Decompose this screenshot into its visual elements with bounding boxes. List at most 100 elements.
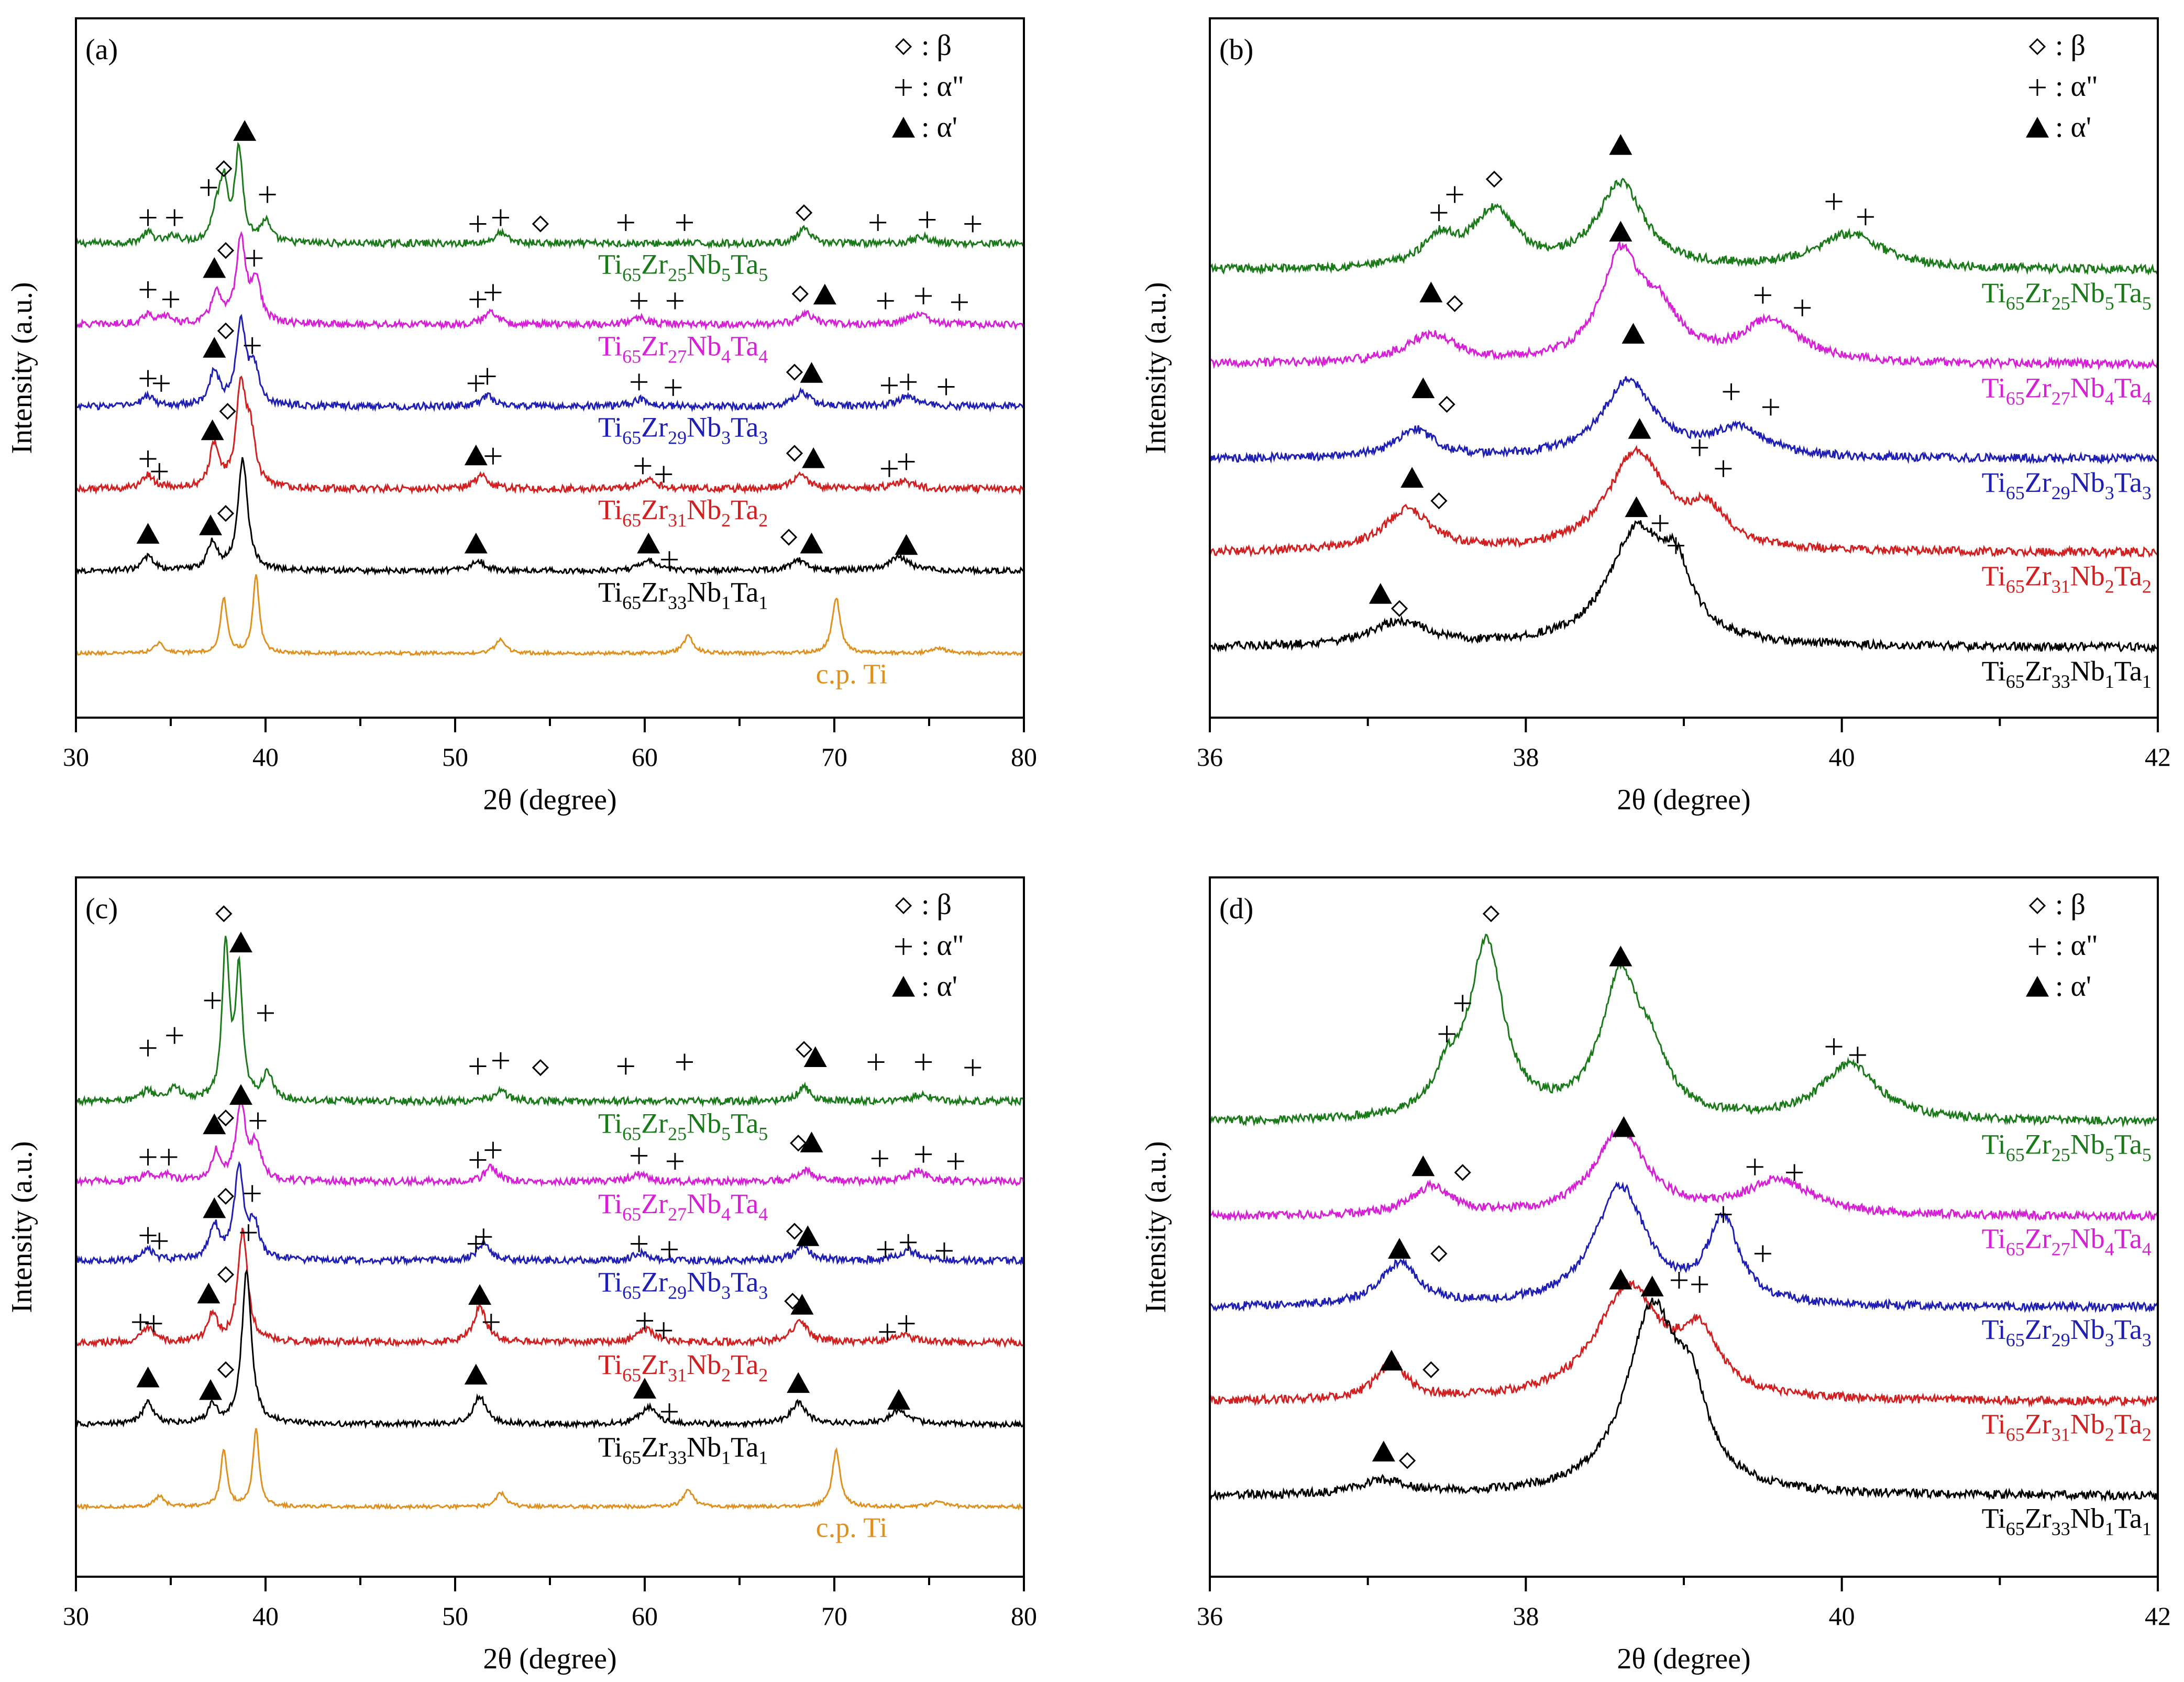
axes-frame <box>1209 876 2159 1578</box>
label-subscript: 2 <box>758 510 768 531</box>
label-subscript: 1 <box>2142 1519 2152 1540</box>
plus-marker <box>257 1004 274 1021</box>
plus-marker <box>139 1039 157 1057</box>
plus-marker <box>964 1059 981 1076</box>
label-text: Ta <box>2114 1128 2142 1160</box>
y-axis-title: Intensity (a.u.) <box>1140 1141 1172 1313</box>
triangle-marker <box>790 1294 814 1315</box>
plus-marker <box>915 287 932 304</box>
label-subscript: 65 <box>2006 1424 2025 1445</box>
plus-marker <box>1454 995 1471 1012</box>
label-text: Ti <box>1982 1503 2006 1534</box>
triangle-marker <box>464 1364 488 1385</box>
legend-label: : β <box>921 29 952 62</box>
label-subscript: 25 <box>668 1123 687 1144</box>
triangle-marker <box>199 1379 223 1400</box>
label-text: Nb <box>687 1188 721 1219</box>
label-text: Nb <box>687 1266 721 1298</box>
label-text: Zr <box>641 1188 668 1219</box>
triangle-marker <box>800 532 823 554</box>
label-text: Nb <box>687 494 721 525</box>
plus-marker <box>617 214 634 231</box>
label-text: Ti <box>598 1107 622 1139</box>
label-text: Zr <box>641 494 668 525</box>
triangle-marker <box>229 1084 252 1105</box>
label-text: Zr <box>641 330 668 361</box>
triangle-marker <box>1369 583 1392 604</box>
plus-marker <box>666 1153 683 1170</box>
triangle-marker <box>1609 1268 1633 1290</box>
plus-marker <box>132 1314 149 1331</box>
label-subscript: 2 <box>2142 1424 2152 1445</box>
label-text: Nb <box>2070 372 2105 404</box>
label-text: Zr <box>2025 560 2051 592</box>
diamond-marker <box>217 1109 235 1127</box>
label-subscript: 2 <box>2105 1424 2114 1445</box>
triangle-marker <box>1388 1238 1411 1259</box>
plus-marker <box>937 378 955 395</box>
triangle-marker <box>796 1225 820 1246</box>
plus-marker <box>139 450 157 468</box>
triangle-marker <box>1419 281 1443 303</box>
plus-marker <box>665 379 682 396</box>
label-text: Nb <box>687 1107 721 1139</box>
label-text: Ti <box>598 1188 622 1219</box>
label-subscript: 3 <box>758 1282 768 1303</box>
series-line-5 <box>75 1428 1024 1511</box>
plus-marker <box>200 179 217 196</box>
diamond-marker <box>786 364 803 381</box>
plus-marker <box>139 281 157 298</box>
plus-marker <box>1857 208 1874 226</box>
label-subscript: 31 <box>668 1365 687 1386</box>
label-subscript: 4 <box>758 1204 768 1225</box>
triangle-marker <box>229 931 252 953</box>
triangle-marker <box>468 1284 492 1305</box>
plus-marker <box>469 1151 487 1169</box>
label-text: Nb <box>687 1349 721 1380</box>
plus-marker <box>655 466 672 483</box>
x-tick-label: 40 <box>1829 1601 1855 1631</box>
x-axis-title: 2θ (degree) <box>1617 1643 1750 1675</box>
plus-marker <box>867 1053 885 1071</box>
label-subscript: 65 <box>622 264 641 285</box>
label-text: Ti <box>1982 560 2006 592</box>
legend-plus-icon <box>2029 79 2046 96</box>
label-text: Ti <box>598 1431 622 1463</box>
series-line-0 <box>1209 178 2159 276</box>
panel-label: (c) <box>85 893 118 925</box>
label-subscript: 65 <box>2006 388 2025 409</box>
label-subscript: 27 <box>2051 1239 2070 1260</box>
triangle-marker <box>1628 417 1651 439</box>
diamond-marker <box>217 1188 235 1205</box>
diamond-marker <box>215 160 233 178</box>
legend-diamond-icon <box>2028 897 2046 915</box>
series-label-3: Ti65Zr31Nb2Ta2 <box>1982 560 2152 597</box>
label-subscript: 2 <box>758 1365 768 1386</box>
series-label-5: c.p. Ti <box>816 1512 888 1543</box>
triangle-marker <box>802 447 825 468</box>
label-subscript: 31 <box>2051 1424 2070 1445</box>
label-subscript: 65 <box>2006 1519 2025 1540</box>
label-text: Ta <box>2114 372 2142 404</box>
plus-marker <box>1754 287 1771 304</box>
label-subscript: 29 <box>2051 1329 2070 1350</box>
plus-marker <box>1670 1271 1687 1289</box>
label-subscript: 33 <box>668 1447 687 1468</box>
label-text: Ti <box>1982 1314 2006 1345</box>
plus-marker <box>484 284 502 301</box>
triangle-marker <box>887 1389 911 1410</box>
x-tick-label: 50 <box>442 742 468 772</box>
label-text: Ta <box>731 1431 758 1463</box>
plus-marker <box>1762 399 1779 416</box>
triangle-marker <box>203 1113 226 1135</box>
plus-marker <box>240 1224 257 1241</box>
panel-label: (d) <box>1219 893 1253 925</box>
plus-marker <box>467 1235 484 1252</box>
x-tick-label: 30 <box>63 1601 89 1631</box>
triangle-marker <box>199 514 223 535</box>
triangle-marker <box>1411 377 1435 399</box>
legend-label: : α' <box>2055 111 2091 144</box>
triangle-marker <box>464 532 488 554</box>
plus-marker <box>482 1314 500 1331</box>
